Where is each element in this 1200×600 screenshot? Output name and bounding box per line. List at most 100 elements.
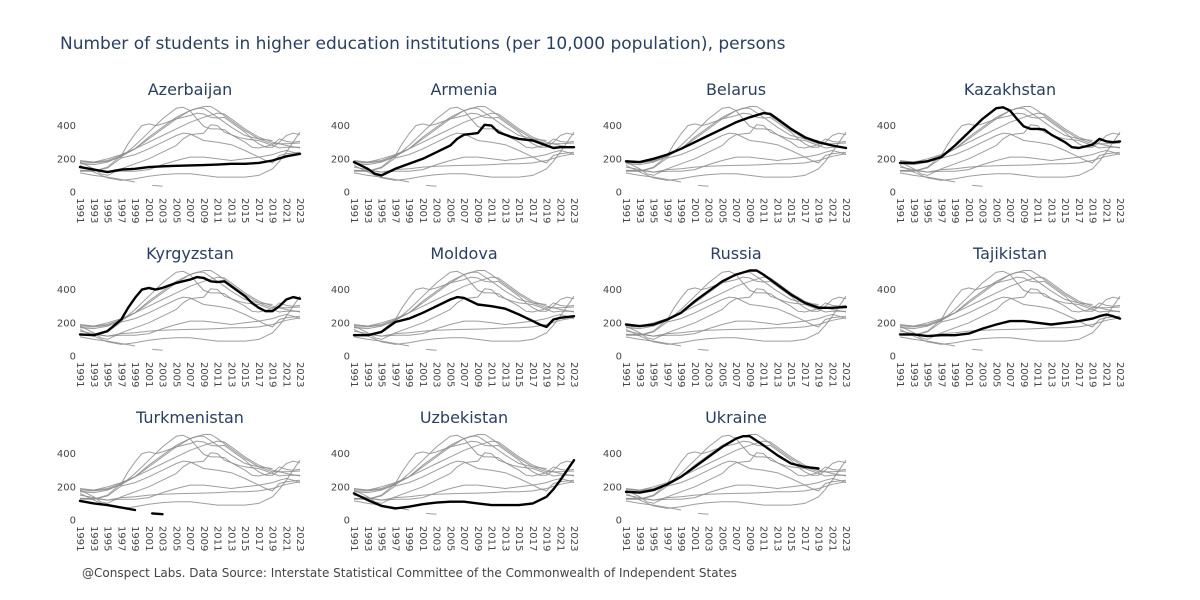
background-line-moldova <box>900 296 1121 336</box>
x-tick-label: 1995 <box>648 526 659 551</box>
x-tick-label: 2013 <box>225 198 236 223</box>
background-line-armenia <box>79 124 300 176</box>
x-tick-label: 1995 <box>922 362 933 387</box>
x-tick-label: 2007 <box>184 198 195 223</box>
background-line-tajikistan <box>80 477 301 501</box>
background-line-tajikistan <box>80 149 301 173</box>
x-tick-label: 2019 <box>813 526 824 551</box>
y-tick-label: 200 <box>331 482 350 493</box>
x-tick-label: 1999 <box>129 526 140 551</box>
x-tick-label: 1991 <box>894 198 905 223</box>
y-tick-label: 400 <box>57 121 76 132</box>
background-line-armenia <box>79 288 300 340</box>
background-line-armenia <box>353 452 574 504</box>
x-tick-label: 2011 <box>1032 198 1043 223</box>
x-tick-label: 2015 <box>513 362 524 387</box>
x-tick-label: 2009 <box>744 198 755 223</box>
background-line-moldova <box>80 296 301 336</box>
x-tick-label: 2005 <box>444 362 455 387</box>
y-tick-label: 0 <box>70 352 76 363</box>
y-tick-label: 200 <box>877 154 896 165</box>
y-tick-label: 400 <box>603 121 622 132</box>
x-tick-label: 2003 <box>977 198 988 223</box>
background-line-moldova <box>80 460 301 500</box>
x-tick-label: 1993 <box>88 362 99 387</box>
x-tick-label: 2011 <box>758 362 769 387</box>
x-tick-label: 1993 <box>88 198 99 223</box>
x-tick-label: 2013 <box>499 362 510 387</box>
background-line-ukraine <box>79 435 273 494</box>
background-line-armenia <box>625 288 846 340</box>
x-tick-label: 1999 <box>403 198 414 223</box>
y-tick-label: 400 <box>603 449 622 460</box>
x-tick-label: 2019 <box>541 526 552 551</box>
x-tick-label: 1999 <box>129 198 140 223</box>
x-tick-label: 2001 <box>143 526 154 551</box>
x-tick-label: 2015 <box>1059 198 1070 223</box>
background-line-ukraine <box>79 271 273 330</box>
background-line-kyrgyzstan <box>625 440 847 500</box>
background-line-armenia <box>899 124 1120 176</box>
x-tick-label: 2001 <box>689 198 700 223</box>
background-line-uzbekistan <box>625 131 847 181</box>
x-tick-label: 2005 <box>444 526 455 551</box>
x-tick-label: 2001 <box>417 198 428 223</box>
x-tick-label: 1995 <box>648 198 659 223</box>
x-tick-label: 1997 <box>661 198 672 223</box>
x-tick-label: 2007 <box>458 198 469 223</box>
x-tick-label: 2011 <box>1032 362 1043 387</box>
x-tick-label: 1995 <box>102 526 113 551</box>
x-tick-label: 2007 <box>730 526 741 551</box>
y-tick-label: 200 <box>57 154 76 165</box>
x-tick-label: 2017 <box>253 362 264 387</box>
x-tick-label: 1997 <box>389 198 400 223</box>
x-tick-label: 1991 <box>620 198 631 223</box>
x-tick-label: 2003 <box>703 362 714 387</box>
background-line-turkmenistan <box>79 336 163 351</box>
x-tick-label: 1999 <box>949 362 960 387</box>
x-tick-label: 1999 <box>949 198 960 223</box>
x-tick-label: 2001 <box>417 362 428 387</box>
panel-title-tajikistan: Tajikistan <box>972 244 1047 263</box>
x-tick-label: 1997 <box>389 526 400 551</box>
y-tick-label: 0 <box>70 188 76 199</box>
x-tick-label: 2007 <box>458 362 469 387</box>
background-line-kyrgyzstan <box>625 112 847 172</box>
x-tick-label: 2023 <box>840 526 851 551</box>
background-line-kyrgyzstan <box>899 112 1121 172</box>
panel-title-armenia: Armenia <box>430 80 497 99</box>
background-line-turkmenistan <box>899 172 983 187</box>
x-tick-label: 2017 <box>527 362 538 387</box>
x-tick-label: 2015 <box>513 198 524 223</box>
x-tick-label: 2003 <box>431 198 442 223</box>
y-tick-label: 400 <box>877 285 896 296</box>
x-tick-label: 2023 <box>294 526 305 551</box>
x-tick-label: 1997 <box>935 198 946 223</box>
y-tick-label: 400 <box>57 449 76 460</box>
x-tick-label: 1997 <box>389 362 400 387</box>
x-tick-label: 2005 <box>990 198 1001 223</box>
y-tick-label: 200 <box>603 154 622 165</box>
background-line-uzbekistan <box>625 459 847 509</box>
x-tick-label: 2001 <box>143 362 154 387</box>
background-line-moldova <box>900 132 1121 172</box>
x-tick-label: 2005 <box>170 198 181 223</box>
x-tick-label: 2021 <box>280 198 291 223</box>
x-tick-label: 2009 <box>1018 362 1029 387</box>
background-line-azerbaijan <box>353 481 575 501</box>
background-line-belarus <box>625 276 847 327</box>
background-line-ukraine <box>353 435 547 494</box>
y-tick-label: 200 <box>57 318 76 329</box>
x-tick-label: 2003 <box>703 526 714 551</box>
x-tick-label: 1993 <box>362 198 373 223</box>
x-tick-label: 2003 <box>977 362 988 387</box>
x-tick-label: 1997 <box>115 198 126 223</box>
background-line-tajikistan <box>354 477 575 501</box>
y-tick-label: 0 <box>890 352 896 363</box>
x-tick-label: 1995 <box>376 526 387 551</box>
x-tick-label: 2021 <box>554 526 565 551</box>
x-tick-label: 2003 <box>431 526 442 551</box>
x-tick-label: 2005 <box>716 198 727 223</box>
